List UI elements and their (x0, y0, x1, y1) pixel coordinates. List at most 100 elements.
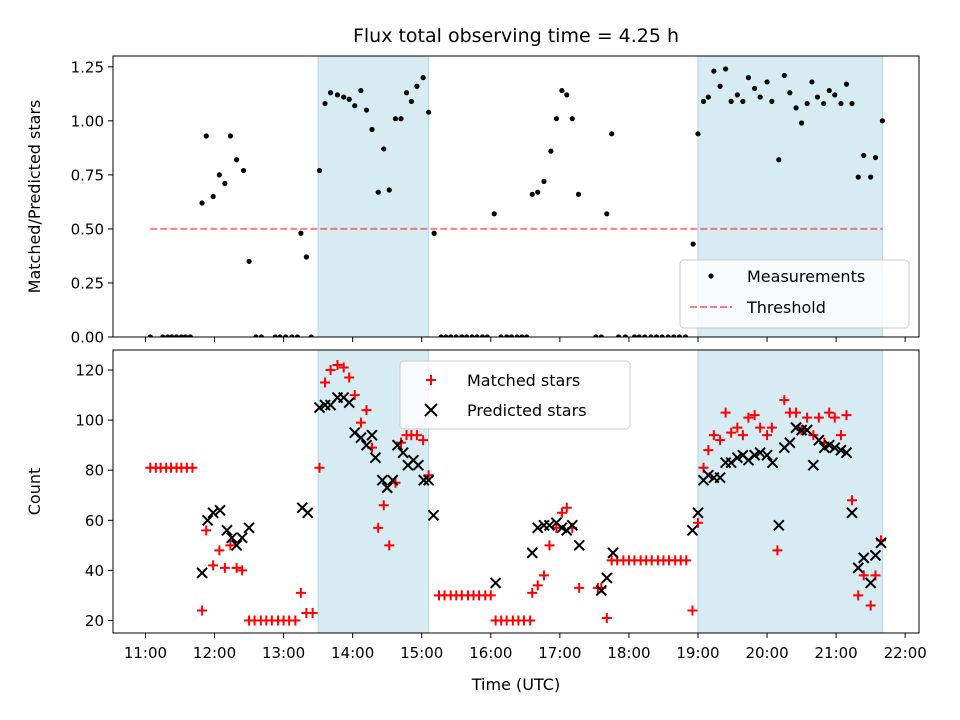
measurement-point (187, 334, 193, 337)
measurement-point (548, 148, 554, 154)
predicted-star-point (381, 482, 393, 494)
measurement-point (682, 334, 689, 337)
matched-star-point (732, 422, 743, 433)
predicted-star-point (807, 459, 820, 471)
measurement-point (431, 230, 437, 236)
measurement-point (498, 334, 504, 337)
legend-threshold-label: Threshold (746, 298, 826, 317)
measurement-point (508, 334, 515, 337)
matched-star-point (574, 582, 585, 593)
predicted-star-point (427, 509, 440, 521)
matched-star-point (525, 615, 536, 626)
measurement-point (369, 126, 375, 133)
legend-frame (679, 259, 910, 329)
matched-star-point (835, 430, 846, 441)
matched-star-point (208, 560, 219, 571)
measurement-point (448, 334, 454, 337)
matched-star-point (418, 435, 429, 446)
matched-star-point (532, 580, 543, 591)
predicted-star-point (566, 519, 578, 532)
predicted-star-point (302, 507, 314, 519)
matched-star-point (225, 540, 236, 551)
predicted-star-point (387, 474, 399, 486)
bottom-y-tick-label: 20 (85, 612, 104, 630)
matched-star-point (201, 525, 212, 536)
matched-star-point (743, 412, 754, 423)
predicted-star-point (840, 446, 853, 459)
matched-star-point (325, 365, 336, 376)
predicted-star-point (369, 451, 382, 464)
matched-star-point (772, 545, 783, 556)
x-tick-label: 16:00 (469, 644, 512, 662)
predicted-star-point (686, 524, 699, 537)
top-y-tick-label: 0.75 (71, 166, 104, 184)
x-axis-label: Time (UTC) (471, 675, 560, 694)
measurement-point (160, 334, 166, 337)
measurement-point (855, 174, 861, 180)
measurement-point (420, 75, 426, 81)
predicted-star-point (858, 552, 870, 564)
matched-star-point (197, 605, 208, 616)
bottom-y-tick-label: 120 (75, 362, 104, 380)
measurement-point (464, 334, 470, 337)
measurement-point (504, 334, 510, 337)
matched-star-point (749, 410, 760, 421)
measurement-point (728, 98, 734, 104)
matched-star-point (355, 417, 366, 428)
measurement-point (210, 193, 216, 200)
matched-star-point (344, 372, 355, 383)
measurement-point (308, 334, 314, 337)
matched-star-point (219, 562, 230, 573)
x-tick-label: 19:00 (676, 644, 719, 662)
measurement-point (695, 131, 701, 137)
measurement-point (676, 334, 682, 337)
x-tick-label: 17:00 (538, 644, 581, 662)
measurement-point (734, 92, 740, 98)
matched-star-point (290, 615, 301, 626)
predicted-star-point (489, 577, 502, 589)
measurement-point (769, 98, 775, 104)
top-y-tick-label: 0.25 (71, 274, 104, 292)
predicted-star-point (526, 547, 538, 559)
matched-star-point (485, 590, 496, 601)
measurement-point (752, 85, 758, 92)
legend-predicted-label: Predicted stars (467, 401, 587, 420)
measurement-point (609, 131, 615, 137)
predicted-star-point (595, 584, 608, 597)
measurement-point (403, 90, 410, 96)
measurement-point (861, 152, 867, 159)
measurement-point (809, 79, 815, 85)
top-y-tick-label: 0.50 (71, 220, 104, 238)
measurement-point (529, 191, 535, 197)
measurement-point (593, 334, 599, 337)
matched-star-point (601, 612, 612, 623)
predicted-star-point (714, 472, 726, 484)
measurement-point (375, 189, 381, 195)
measurement-point (879, 118, 885, 124)
legend-predicted-marker (424, 403, 438, 417)
measurement-point (398, 116, 404, 122)
measurement-point (216, 172, 222, 178)
measurement-point (575, 191, 582, 197)
top-axes-frame (112, 55, 920, 338)
measurement-point (519, 334, 525, 337)
measurement-point (426, 109, 432, 115)
measurement-point (757, 94, 763, 100)
x-tick-label: 18:00 (607, 644, 650, 662)
measurement-point (272, 334, 278, 337)
measurement-point (258, 334, 265, 337)
predicted-star-point (852, 562, 864, 574)
top-panel-ratio: 0.00 0.25 0.50 0.75 1.00 1.25 Matched/Predicte… (25, 55, 920, 347)
predicted-star-point (397, 446, 409, 459)
measurement-point (182, 334, 189, 337)
bottom-y-tick-label: 60 (85, 512, 104, 530)
matched-star-point (824, 407, 835, 418)
measurement-point (169, 334, 175, 337)
x-tick-label: 14:00 (331, 644, 374, 662)
measurement-point (541, 178, 547, 184)
top-legend: Measurements Threshold (679, 259, 910, 329)
measurement-point (327, 90, 334, 96)
measurement-point (173, 334, 180, 337)
measurement-point (438, 334, 444, 337)
